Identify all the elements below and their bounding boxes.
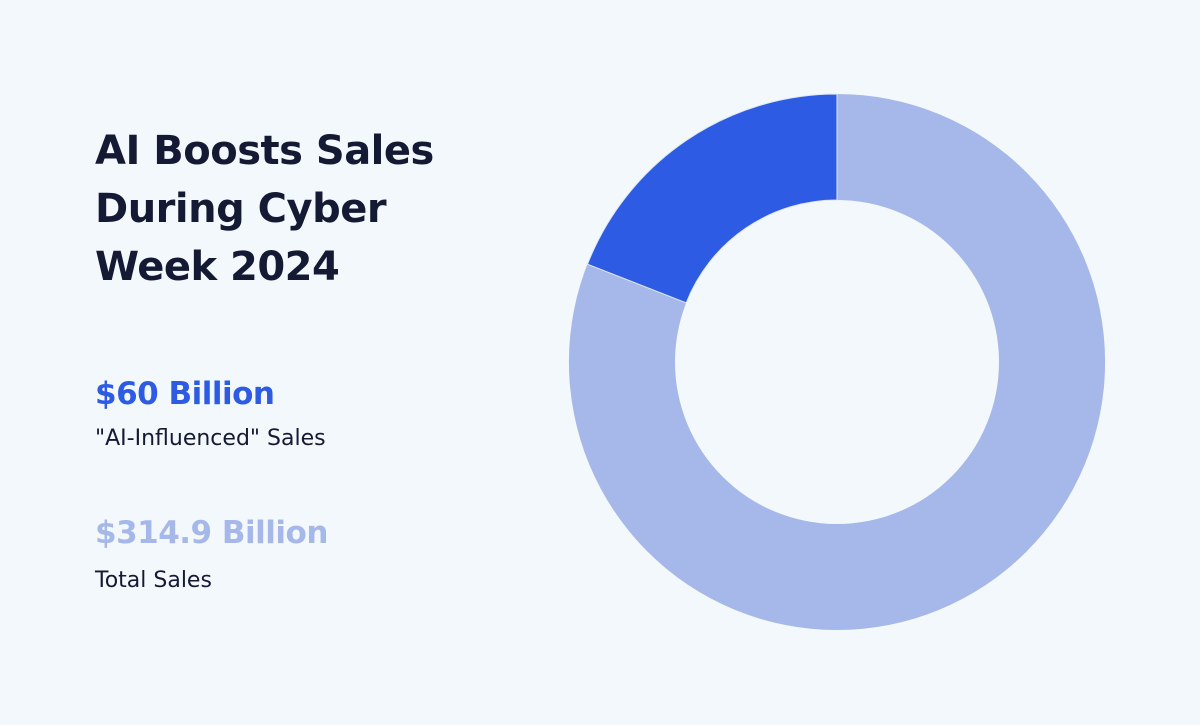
legend-label: Total Sales [95, 568, 212, 593]
chart-title: AI Boosts Sales During Cyber Week 2024 [95, 128, 434, 290]
donut-segment [586, 93, 838, 304]
value-label: $60 Billion [95, 376, 275, 412]
legend-label: "AI-Influenced" Sales [95, 426, 326, 451]
value-label: $314.9 Billion [95, 515, 328, 551]
